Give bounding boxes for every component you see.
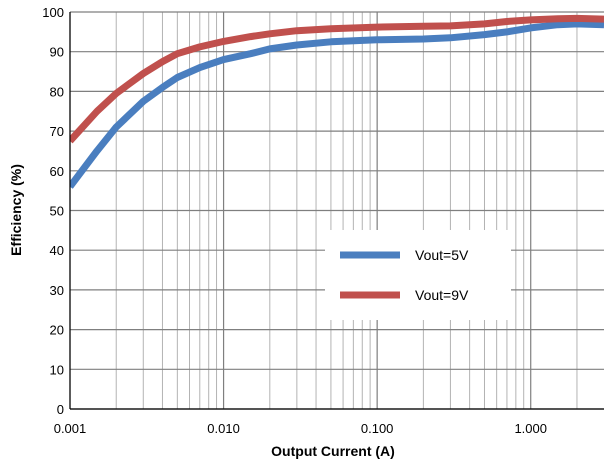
x-tick-label: 0.001 xyxy=(54,421,87,436)
y-tick-label: 10 xyxy=(50,362,64,377)
y-tick-label: 80 xyxy=(50,84,64,99)
x-axis-title: Output Current (A) xyxy=(271,443,395,459)
series-line xyxy=(70,14,604,144)
series-layer xyxy=(70,14,604,189)
y-tick-labels: 0 10 20 30 40 50 60 70 80 90 100 xyxy=(42,5,64,417)
series-line xyxy=(70,20,604,189)
y-tick-label: 100 xyxy=(42,5,64,20)
x-tick-label: 0.100 xyxy=(361,421,394,436)
y-tick-label: 50 xyxy=(50,204,64,219)
y-tick-label: 20 xyxy=(50,323,64,338)
y-tick-label: 60 xyxy=(50,164,64,179)
y-tick-label: 40 xyxy=(50,243,64,258)
y-axis-title: Efficiency (%) xyxy=(8,164,24,256)
x-tick-labels: 0.001 0.010 0.100 1.000 xyxy=(54,421,547,436)
y-tick-label: 70 xyxy=(50,124,64,139)
x-tick-label: 1.000 xyxy=(514,421,547,436)
y-tick-label: 0 xyxy=(57,402,64,417)
y-tick-label: 90 xyxy=(50,45,64,60)
legend-label: Vout=9V xyxy=(415,287,469,303)
x-tick-label: 0.010 xyxy=(207,421,240,436)
y-tick-label: 30 xyxy=(50,283,64,298)
legend-label: Vout=5V xyxy=(415,247,469,263)
legend: Vout=5V Vout=9V xyxy=(325,230,511,320)
legend-box xyxy=(325,230,511,320)
